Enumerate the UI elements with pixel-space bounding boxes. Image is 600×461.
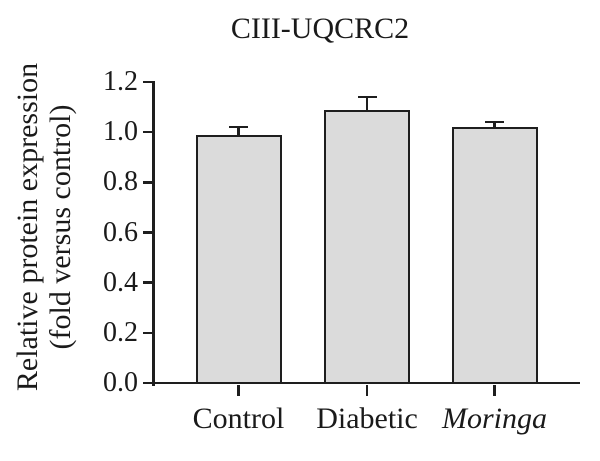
error-bar-line xyxy=(365,97,369,113)
error-bar-line xyxy=(237,127,240,138)
error-bar-cap xyxy=(357,95,377,99)
y-axis-label-line1: Relative protein expression xyxy=(11,62,44,392)
bar-control xyxy=(195,134,282,385)
error-bar-cap xyxy=(485,120,504,124)
y-axis-tick xyxy=(143,181,152,184)
y-axis-tick xyxy=(143,281,152,284)
y-axis-tick-label: 0.6 xyxy=(103,216,138,248)
y-axis-tick xyxy=(143,331,152,335)
y-axis-tick-label: 0.0 xyxy=(103,367,138,398)
x-axis-tick xyxy=(365,384,369,396)
y-axis-line xyxy=(152,81,155,386)
y-axis-tick-label: 0.2 xyxy=(103,316,138,348)
bar-moringa xyxy=(451,127,538,385)
x-axis-tick xyxy=(237,384,240,396)
y-axis-tick-label: 1.2 xyxy=(103,66,138,97)
y-axis-tick xyxy=(143,130,152,134)
x-axis-tick xyxy=(493,384,496,396)
x-axis-label: Control xyxy=(192,402,285,435)
y-axis-label: Relative protein expression (fold versus… xyxy=(11,52,77,402)
x-axis-label: Diabetic xyxy=(316,402,418,435)
y-axis-label-line2: (fold versus control) xyxy=(44,104,77,350)
error-bar-line xyxy=(493,122,496,131)
y-axis-tick-label: 1.0 xyxy=(103,116,138,148)
y-axis-tick xyxy=(143,381,152,385)
y-axis-tick-label: 0.4 xyxy=(103,266,138,298)
y-axis-tick xyxy=(143,80,152,84)
chart-title: CIII-UQCRC2 xyxy=(230,12,410,45)
y-axis-tick-label: 0.8 xyxy=(103,166,138,198)
error-bar-cap xyxy=(229,125,248,129)
y-axis-tick xyxy=(143,231,152,234)
bar-diabetic xyxy=(324,109,410,385)
x-axis-label: Moringa xyxy=(442,402,547,435)
